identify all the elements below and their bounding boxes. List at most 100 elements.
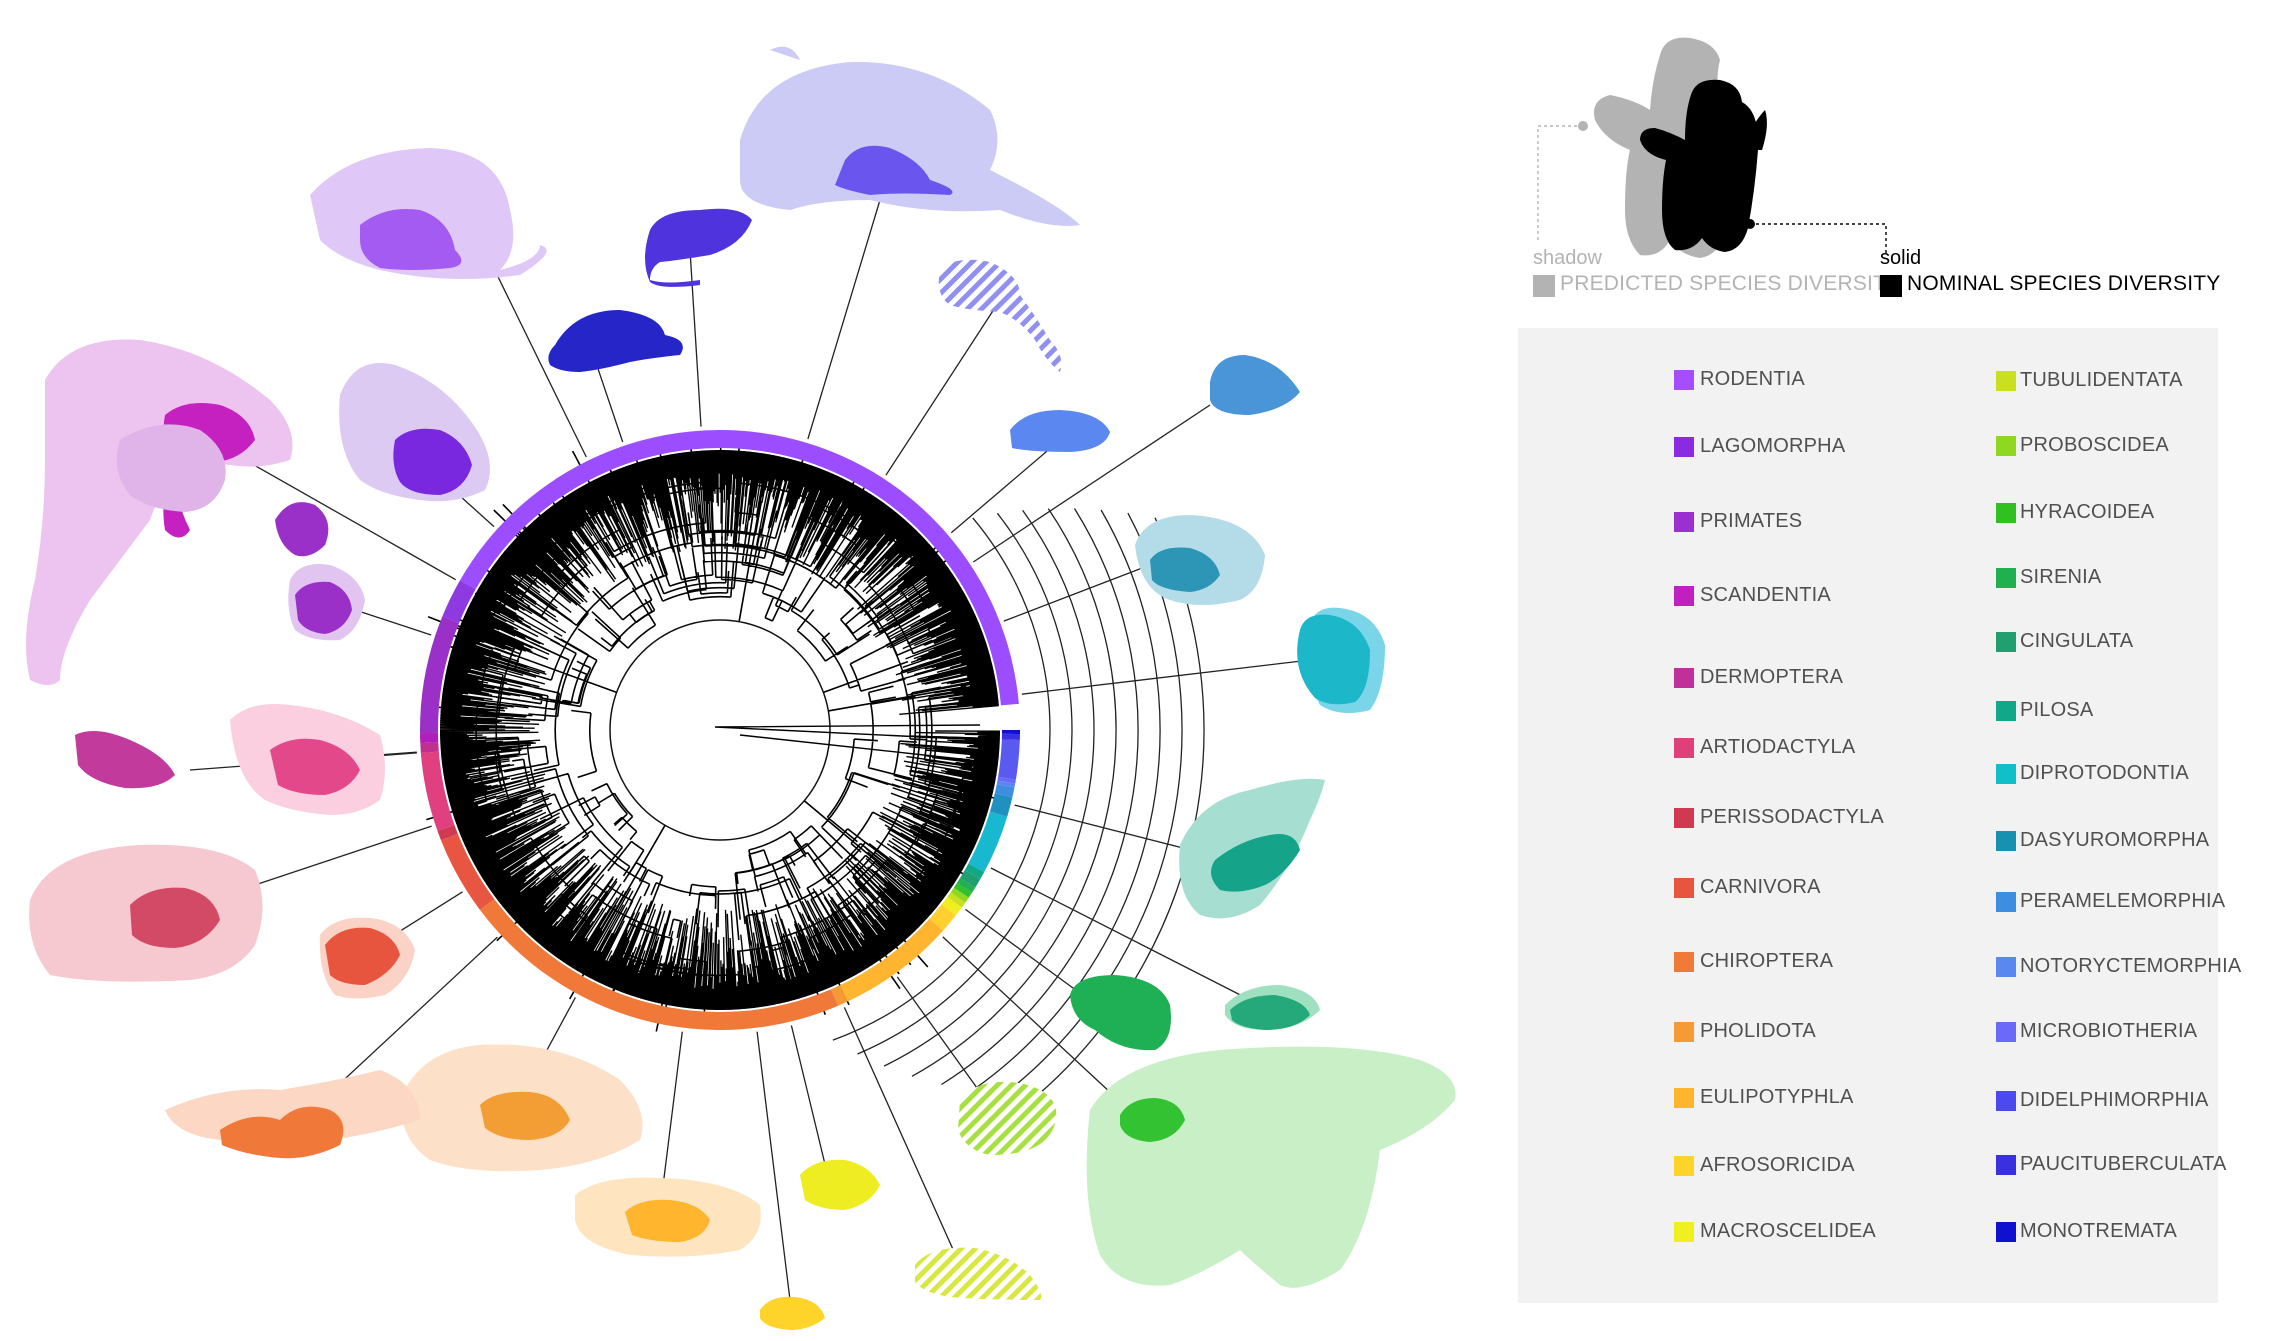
key-shadow-swatch xyxy=(1533,275,1555,297)
dasyuromorpha-silhouette xyxy=(1135,515,1265,605)
legend-label-perissodactyla: PERISSODACTYLA xyxy=(1700,806,1884,828)
cingulata-silhouette xyxy=(1225,985,1320,1030)
legend-swatch-chiroptera xyxy=(1674,952,1694,972)
key-bear-silhouette xyxy=(1594,37,1767,258)
legend-label-sirenia: SIRENIA xyxy=(2020,566,2102,588)
legend-swatch-proboscidea xyxy=(1996,436,2016,456)
key-solid-label: NOMINAL SPECIES DIVERSITY xyxy=(1907,272,2221,295)
ring-segment-carnivora xyxy=(441,833,495,910)
ring-segment-pholidota xyxy=(831,985,848,1006)
sirenia-silhouette xyxy=(1070,975,1171,1051)
legend-label-chiroptera: CHIROPTERA xyxy=(1700,950,1834,972)
legend-swatch-peramelemorphia xyxy=(1996,892,2016,912)
ring-segment-dasyuromorpha xyxy=(989,793,1013,817)
legend-label-dasyuromorpha: DASYUROMORPHA xyxy=(2020,829,2210,851)
legend-label-tubulidentata: TUBULIDENTATA xyxy=(2020,369,2183,391)
key-shadow-word: shadow xyxy=(1533,247,1602,269)
legend-swatch-lagomorpha xyxy=(1674,437,1694,457)
tree-root-arc xyxy=(609,619,831,841)
legend-label-proboscidea: PROBOSCIDEA xyxy=(2020,434,2169,456)
ring-segment-microbiotheria xyxy=(997,776,1016,784)
ring-segment-diprotodontia xyxy=(968,811,1008,872)
ring-segment-eulipotyphla xyxy=(839,918,943,1002)
legend-swatch-dermoptera xyxy=(1674,668,1694,688)
notoryctemorphia-silhouette xyxy=(1010,410,1110,452)
legend-swatch-diprotodontia xyxy=(1996,764,2016,784)
legend-label-notoryctemorphia: NOTORYCTEMORPHIA xyxy=(2020,955,2242,977)
legend-label-dermoptera: DERMOPTERA xyxy=(1700,666,1844,688)
legend-label-microbiotheria: MICROBIOTHERIA xyxy=(2020,1020,2198,1042)
ring-segment-scandentia xyxy=(420,732,439,744)
ring-segment-afrosoricida xyxy=(929,904,956,931)
ring-segment-monotremata xyxy=(1001,730,1020,734)
legend-swatch-cingulata xyxy=(1996,632,2016,652)
ring-segment-perissodactyla xyxy=(437,824,458,841)
ring-segment-cingulata xyxy=(959,870,981,888)
legend-swatch-afrosoricida xyxy=(1674,1156,1694,1176)
legend-swatch-carnivora xyxy=(1674,878,1694,898)
legend-swatch-monotremata xyxy=(1996,1222,2016,1242)
legend-label-macroscelidea: MACROSCELIDEA xyxy=(1700,1220,1876,1242)
order-legend-panel xyxy=(1518,328,2218,1303)
legend-label-cingulata: CINGULATA xyxy=(2020,630,2134,652)
legend-label-afrosoricida: AFROSORICIDA xyxy=(1700,1154,1855,1176)
legend-label-primates: PRIMATES xyxy=(1700,510,1803,532)
peramelemorphia-silhouette xyxy=(1210,355,1300,415)
ring-segment-dermoptera xyxy=(420,742,439,754)
legend-label-didelphimorphia: DIDELPHIMORPHIA xyxy=(2020,1089,2209,1111)
hyracoidea-silhouette xyxy=(1086,1046,1456,1288)
legend-label-carnivora: CARNIVORA xyxy=(1700,876,1821,898)
artiodactyla-silhouette xyxy=(230,704,385,815)
ring-segment-paucituberculata xyxy=(1001,733,1020,740)
legend-label-lagomorpha: LAGOMORPHA xyxy=(1700,435,1846,457)
legend-label-hyracoidea: HYRACOIDEA xyxy=(2020,501,2155,523)
tree-root-spokes xyxy=(714,724,986,761)
legend-swatch-notoryctemorphia xyxy=(1996,957,2016,977)
legend-swatch-pilosa xyxy=(1996,701,2016,721)
legend-swatch-eulipotyphla xyxy=(1674,1088,1694,1108)
rodentia-silhouette-vole xyxy=(645,208,752,287)
ring-segment-artiodactyla xyxy=(420,751,455,832)
eulipotyphla-silhouette xyxy=(575,1177,761,1257)
dermoptera-silhouette xyxy=(75,731,175,789)
legend-swatch-pholidota xyxy=(1674,1022,1694,1042)
ring-segment-primates xyxy=(420,616,460,734)
legend-label-monotremata: MONOTREMATA xyxy=(2020,1220,2178,1242)
legend-label-scandentia: SCANDENTIA xyxy=(1700,584,1831,606)
ring-segment-hyracoidea xyxy=(953,882,973,898)
legend-swatch-tubulidentata xyxy=(1996,371,2016,391)
animal-silhouettes xyxy=(26,46,1456,1330)
monotremata-silhouette-platypus xyxy=(548,310,683,372)
ring-segment-notoryctemorphia xyxy=(996,780,1016,788)
ring-segment-peramelemorphia xyxy=(994,784,1015,798)
legend-swatch-microbiotheria xyxy=(1996,1022,2016,1042)
key-leader-lines xyxy=(1537,121,1887,256)
ring-segment-tubulidentata xyxy=(947,892,966,908)
legend-swatch-hyracoidea xyxy=(1996,503,2016,523)
legend-label-artiodactyla: ARTIODACTYLA xyxy=(1700,736,1856,758)
pilosa-silhouette xyxy=(1179,778,1325,919)
legend-swatch-artiodactyla xyxy=(1674,738,1694,758)
proboscidea-silhouette xyxy=(958,1081,1057,1155)
legend-swatch-perissodactyla xyxy=(1674,808,1694,828)
key-solid-word: solid xyxy=(1880,247,1922,269)
legend-swatch-scandentia xyxy=(1674,586,1694,606)
legend-swatch-paucituberculata xyxy=(1996,1155,2016,1175)
macroscelidea-silhouette xyxy=(800,1159,880,1210)
legend-swatch-didelphimorphia xyxy=(1996,1091,2016,1111)
legend-swatch-rodentia xyxy=(1674,370,1694,390)
pholidota-silhouette xyxy=(400,1044,643,1172)
ring-segment-proboscidea xyxy=(950,887,969,903)
legend-swatch-primates xyxy=(1674,512,1694,532)
carnivora-silhouette xyxy=(319,917,415,999)
legend-label-rodentia: RODENTIA xyxy=(1700,368,1805,390)
legend-label-paucituberculata: PAUCITUBERCULATA xyxy=(2020,1153,2227,1175)
legend-label-pilosa: PILOSA xyxy=(2020,699,2094,721)
diprotodontia-silhouette xyxy=(1297,607,1385,714)
legend-label-peramelemorphia: PERAMELEMORPHIA xyxy=(2020,890,2226,912)
legend-label-diprotodontia: DIPROTODONTIA xyxy=(2020,762,2189,784)
legend-swatch-dasyuromorpha xyxy=(1996,831,2016,851)
lagomorpha-silhouette xyxy=(339,363,490,502)
microbiotheria-silhouette xyxy=(938,259,1062,372)
scandentia-silhouette xyxy=(26,339,293,685)
